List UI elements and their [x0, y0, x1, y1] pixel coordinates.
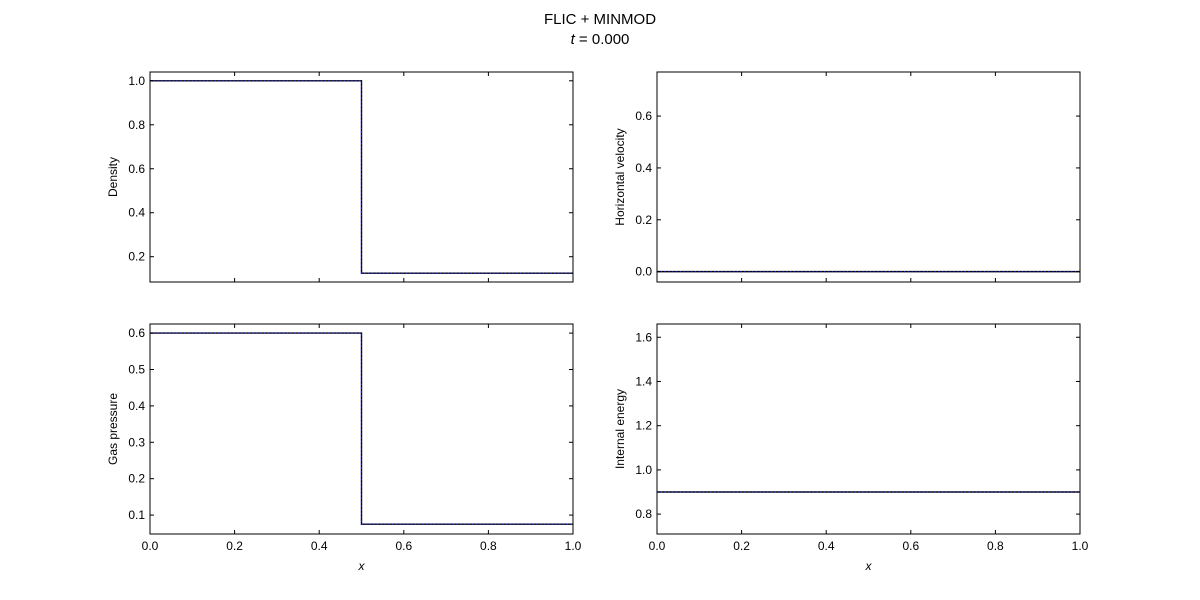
- x-tick-label-energy: 0.8: [987, 539, 1004, 553]
- y-tick-label-energy: 1.6: [635, 330, 652, 344]
- y-tick-label-density: 0.8: [128, 118, 145, 132]
- x-tick-label-pressure: 0.2: [226, 539, 243, 553]
- x-tick-label-energy: 0.6: [902, 539, 919, 553]
- y-tick-label-density: 0.4: [128, 206, 145, 220]
- x-tick-label-pressure: 0.6: [395, 539, 412, 553]
- x-tick-label-energy: 0.0: [649, 539, 666, 553]
- figure-subtitle: t = 0.000: [571, 31, 630, 48]
- y-tick-label-pressure: 0.6: [128, 326, 145, 340]
- x-tick-label-energy: 0.4: [818, 539, 835, 553]
- y-tick-label-pressure: 0.5: [128, 362, 145, 376]
- y-tick-label-pressure: 0.2: [128, 472, 145, 486]
- plot-frame-energy: [656, 323, 1081, 535]
- series-line-pressure: [150, 332, 573, 525]
- x-axis-label-pressure: x: [358, 559, 366, 573]
- y-tick-label-pressure: 0.3: [128, 435, 145, 449]
- x-tick-label-energy: 0.2: [733, 539, 750, 553]
- y-tick-label-energy: 1.4: [635, 374, 652, 388]
- y-axis-label-energy: Internal energy: [613, 389, 627, 469]
- y-tick-label-density: 1.0: [128, 74, 145, 88]
- panel-pressure: 0.0 0.2 0.4 0.6 0.8 1.0 0.1 0.2 0.3 0.4 0.5 0.6 Gas …: [106, 323, 582, 573]
- figure-subtitle-var: t: [571, 31, 576, 48]
- series-markers-density: [150, 80, 573, 274]
- y-axis-label-pressure: Gas pressure: [106, 393, 120, 465]
- figure-title: FLIC + MINMOD: [544, 11, 656, 28]
- y-tick-label-velocity: 0.0: [635, 265, 652, 279]
- y-tick-label-pressure: 0.4: [128, 399, 145, 413]
- x-tick-label-pressure: 0.8: [480, 539, 497, 553]
- panel-velocity: 0.0 0.2 0.4 0.6 Horizontal velocity: [613, 71, 1081, 283]
- plot-frame-density: [149, 71, 574, 283]
- x-axis-label-energy: x: [865, 559, 873, 573]
- y-tick-label-velocity: 0.2: [635, 213, 652, 227]
- y-axis-label-density: Density: [106, 157, 120, 197]
- x-tick-label-energy: 1.0: [1072, 539, 1089, 553]
- y-tick-label-pressure: 0.1: [128, 508, 145, 522]
- plot-frame-pressure: [149, 323, 574, 535]
- x-tick-label-pressure: 0.4: [311, 539, 328, 553]
- figure-subtitle-value: = 0.000: [575, 31, 630, 48]
- panel-density: 0.2 0.4 0.6 0.8 1.0 Density: [106, 71, 574, 283]
- y-tick-label-velocity: 0.4: [635, 161, 652, 175]
- x-tick-label-pressure: 1.0: [565, 539, 582, 553]
- y-tick-label-energy: 1.0: [635, 463, 652, 477]
- panels: 0.2 0.4 0.6 0.8 1.0 Density 0.0 0.2 0.4 0.6 Horizo…: [106, 71, 1089, 573]
- y-tick-label-velocity: 0.6: [635, 109, 652, 123]
- y-tick-label-energy: 0.8: [635, 507, 652, 521]
- plot-frame-velocity: [656, 71, 1081, 283]
- y-tick-label-energy: 1.2: [635, 419, 652, 433]
- y-tick-label-density: 0.2: [128, 250, 145, 264]
- y-axis-label-velocity: Horizontal velocity: [613, 128, 627, 225]
- panel-energy: 0.0 0.2 0.4 0.6 0.8 1.0 0.8 1.0 1.2 1.4 1.6 Interna…: [613, 323, 1089, 573]
- y-tick-label-density: 0.6: [128, 162, 145, 176]
- x-tick-label-pressure: 0.0: [142, 539, 159, 553]
